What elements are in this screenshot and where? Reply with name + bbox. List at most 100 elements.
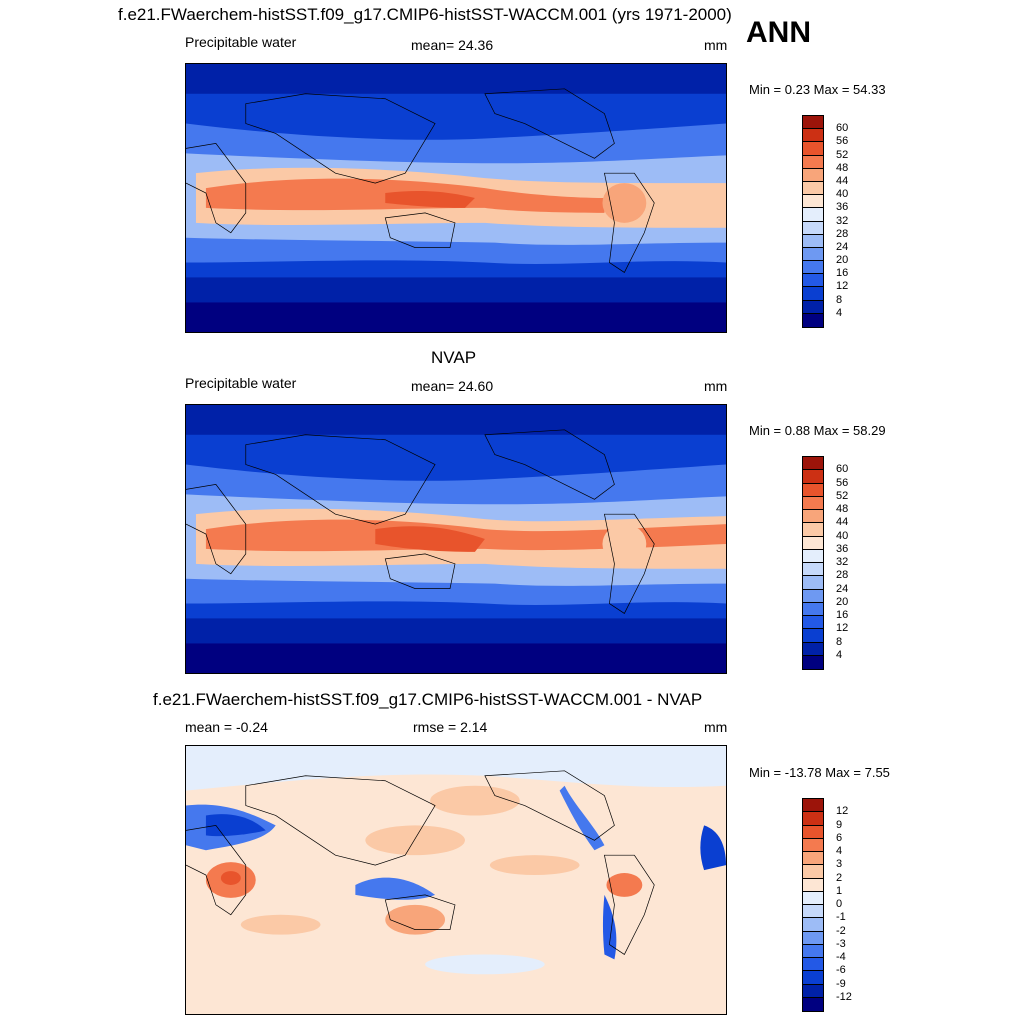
panel3-colorbar — [802, 798, 824, 1012]
colorbar-tick-label: 8 — [836, 293, 843, 306]
colorbar-tick-label: 52 — [836, 148, 849, 161]
colorbar-box — [803, 563, 823, 577]
colorbar-box — [803, 483, 823, 497]
colorbar-tick-label: 16 — [836, 609, 849, 621]
colorbar-tick-label: 44 — [836, 516, 849, 529]
panel2-title: NVAP — [431, 348, 477, 367]
colorbar-tick-label: 12 — [836, 622, 849, 635]
colorbar-box — [803, 287, 823, 301]
colorbar-box — [803, 208, 823, 222]
colorbar-box — [803, 825, 823, 839]
panel3-title: f.e21.FWaerchem-histSST.f09_g17.CMIP6-hi… — [153, 690, 703, 709]
colorbar-box — [803, 116, 823, 130]
colorbar-tick-label: 9 — [836, 818, 843, 831]
colorbar-tick-label: 32 — [836, 214, 849, 227]
panel3-minmax: Min = -13.78 Max = 7.55 — [749, 765, 890, 780]
colorbar-tick-label: 12 — [836, 280, 849, 293]
colorbar-tick-label: 36 — [836, 201, 849, 214]
colorbar-tick-label: 3 — [836, 858, 843, 871]
colorbar-tick-label: -2 — [836, 924, 846, 937]
colorbar-box — [803, 616, 823, 630]
colorbar-tick-label: 32 — [836, 556, 849, 568]
panel2-variable-label: Precipitable water — [185, 375, 297, 391]
colorbar-tick-label: -1 — [836, 911, 846, 924]
panel1-model-map — [185, 63, 727, 333]
panel2-colorbar — [802, 456, 824, 670]
colorbar-tick-label: 28 — [836, 227, 849, 240]
colorbar-tick-label: 48 — [836, 503, 849, 515]
colorbar-box — [803, 958, 823, 972]
colorbar-box — [803, 313, 823, 327]
colorbar-box — [803, 918, 823, 932]
colorbar-box — [803, 931, 823, 945]
colorbar-box — [803, 168, 823, 182]
colorbar-box — [803, 195, 823, 209]
colorbar-tick-label: 28 — [836, 569, 849, 582]
colorbar-box — [803, 142, 823, 156]
panel2-obs-map — [185, 404, 727, 674]
colorbar-box — [803, 655, 823, 669]
colorbar-box — [803, 878, 823, 892]
panel1-variable-label: Precipitable water — [185, 34, 297, 50]
panel1-unit-label: mm — [704, 37, 728, 53]
colorbar-box — [803, 510, 823, 524]
colorbar-box — [803, 944, 823, 958]
colorbar-box — [803, 129, 823, 143]
season-label: ANN — [746, 16, 811, 49]
colorbar-box — [803, 261, 823, 275]
panel1-colorbar — [802, 115, 824, 328]
colorbar-box — [803, 865, 823, 879]
colorbar-tick-label: 0 — [836, 898, 843, 910]
colorbar-box — [803, 536, 823, 550]
panel2-minmax: Min = 0.88 Max = 58.29 — [749, 423, 886, 438]
colorbar-box — [803, 838, 823, 852]
colorbar-box — [803, 629, 823, 643]
colorbar-tick-label: 48 — [836, 161, 849, 174]
colorbar-tick-label: 24 — [836, 240, 849, 253]
panel2-unit-label: mm — [704, 378, 728, 394]
colorbar-tick-label: 4 — [836, 306, 843, 319]
colorbar-tick-label: -6 — [836, 964, 846, 977]
colorbar-box — [803, 576, 823, 590]
colorbar-box — [803, 549, 823, 563]
colorbar-tick-label: 24 — [836, 582, 849, 595]
colorbar-box — [803, 300, 823, 314]
colorbar-box — [803, 155, 823, 169]
colorbar-tick-label: -3 — [836, 937, 846, 950]
colorbar-box — [803, 523, 823, 537]
colorbar-box — [803, 602, 823, 616]
colorbar-tick-label: 52 — [836, 489, 849, 502]
colorbar-tick-label: -12 — [836, 990, 852, 1003]
colorbar-tick-label: 40 — [836, 188, 849, 201]
colorbar-tick-label: 16 — [836, 267, 849, 280]
colorbar-box — [803, 247, 823, 262]
colorbar-box — [803, 971, 823, 985]
colorbar-box — [803, 234, 823, 248]
colorbar-tick-label: 40 — [836, 529, 849, 542]
panel3-unit-label: mm — [704, 719, 728, 735]
colorbar-tick-label: 4 — [836, 648, 843, 661]
panel3-difference-map — [185, 745, 727, 1015]
colorbar-box — [803, 496, 823, 510]
colorbar-tick-label: 44 — [836, 174, 849, 187]
colorbar-box — [803, 997, 823, 1011]
colorbar-box — [803, 642, 823, 656]
colorbar-tick-label: 60 — [836, 463, 849, 476]
colorbar-tick-label: -9 — [836, 977, 846, 990]
colorbar-box — [803, 984, 823, 998]
colorbar-tick-label: 56 — [836, 476, 849, 489]
colorbar-box — [803, 852, 823, 866]
colorbar-tick-label: 20 — [836, 595, 849, 608]
colorbar-tick-label: 4 — [836, 845, 843, 857]
colorbar-box — [803, 470, 823, 484]
main-title: f.e21.FWaerchem-histSST.f09_g17.CMIP6-hi… — [118, 5, 732, 24]
colorbar-tick-label: 1 — [836, 884, 843, 897]
colorbar-box — [803, 812, 823, 826]
colorbar-box — [803, 891, 823, 905]
colorbar-tick-label: -4 — [836, 951, 846, 963]
colorbar-box — [803, 589, 823, 603]
colorbar-tick-label: 2 — [836, 871, 843, 884]
panel3-rmse-label: rmse = 2.14 — [413, 719, 488, 735]
colorbar-box — [803, 221, 823, 235]
panel2-mean-label: mean= 24.60 — [411, 378, 494, 394]
